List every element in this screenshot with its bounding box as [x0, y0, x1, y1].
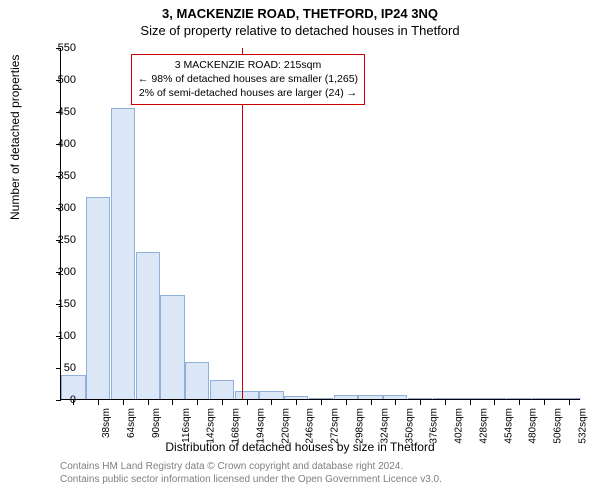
x-tick-label: 90sqm — [151, 408, 162, 438]
y-tick-label: 350 — [42, 170, 76, 182]
x-tick-label: 480sqm — [528, 408, 539, 444]
x-tick-mark — [445, 400, 446, 405]
y-tick-label: 300 — [42, 202, 76, 214]
chart-area: 38sqm64sqm90sqm116sqm142sqm168sqm194sqm2… — [60, 48, 580, 400]
footer-line-1: Contains HM Land Registry data © Crown c… — [60, 460, 442, 473]
histogram-bar — [383, 395, 407, 399]
histogram-bar — [358, 395, 382, 399]
annotation-line: ← 98% of detached houses are smaller (1,… — [138, 72, 358, 86]
x-tick-mark — [197, 400, 198, 405]
x-tick-label: 116sqm — [181, 408, 192, 443]
x-tick-mark — [420, 400, 421, 405]
x-tick-label: 532sqm — [577, 408, 588, 444]
histogram-bar — [482, 398, 506, 399]
y-tick-label: 100 — [42, 330, 76, 342]
x-axis-label: Distribution of detached houses by size … — [0, 440, 600, 454]
y-tick-label: 550 — [42, 42, 76, 54]
histogram-bar — [309, 398, 333, 399]
histogram-bar — [284, 396, 308, 399]
x-tick-mark — [371, 400, 372, 405]
histogram-bar — [457, 398, 481, 399]
y-tick-label: 150 — [42, 298, 76, 310]
histogram-bar — [185, 362, 209, 399]
histogram-bar — [86, 197, 110, 399]
annotation-box: 3 MACKENZIE ROAD: 215sqm← 98% of detache… — [131, 54, 365, 105]
histogram-bar — [210, 380, 234, 399]
histogram-bar — [556, 398, 580, 399]
x-tick-mark — [296, 400, 297, 405]
x-tick-mark — [395, 400, 396, 405]
histogram-bar — [408, 398, 432, 399]
annotation-line: 2% of semi-detached houses are larger (2… — [138, 86, 358, 100]
page-title: 3, MACKENZIE ROAD, THETFORD, IP24 3NQ — [0, 0, 600, 21]
annotation-line: 3 MACKENZIE ROAD: 215sqm — [138, 58, 358, 72]
plot-area: 38sqm64sqm90sqm116sqm142sqm168sqm194sqm2… — [60, 48, 580, 400]
x-tick-label: 454sqm — [503, 408, 514, 444]
x-tick-label: 428sqm — [478, 408, 489, 444]
y-tick-label: 0 — [42, 394, 76, 406]
x-tick-label: 506sqm — [553, 408, 564, 444]
x-tick-label: 272sqm — [330, 408, 341, 444]
x-tick-label: 38sqm — [101, 408, 112, 438]
x-tick-label: 142sqm — [206, 408, 217, 444]
histogram-bar — [532, 398, 556, 399]
page-subtitle: Size of property relative to detached ho… — [0, 21, 600, 38]
histogram-bar — [507, 398, 531, 399]
y-tick-label: 500 — [42, 74, 76, 86]
x-tick-mark — [470, 400, 471, 405]
x-tick-mark — [172, 400, 173, 405]
x-tick-label: 324sqm — [379, 408, 390, 444]
y-tick-label: 250 — [42, 234, 76, 246]
x-tick-label: 220sqm — [280, 408, 291, 444]
x-tick-mark — [148, 400, 149, 405]
x-tick-mark — [98, 400, 99, 405]
y-tick-label: 400 — [42, 138, 76, 150]
x-tick-label: 402sqm — [454, 408, 465, 444]
histogram-bar — [235, 391, 259, 399]
x-tick-label: 168sqm — [231, 408, 242, 444]
x-tick-mark — [346, 400, 347, 405]
x-tick-mark — [519, 400, 520, 405]
x-tick-mark — [123, 400, 124, 405]
x-tick-mark — [271, 400, 272, 405]
x-tick-mark — [544, 400, 545, 405]
x-tick-label: 376sqm — [429, 408, 440, 444]
y-axis-label: Number of detached properties — [8, 55, 22, 220]
x-tick-label: 194sqm — [256, 408, 267, 444]
footer-line-2: Contains public sector information licen… — [60, 473, 442, 486]
x-tick-mark — [569, 400, 570, 405]
x-tick-label: 298sqm — [355, 408, 366, 444]
x-tick-mark — [321, 400, 322, 405]
footer-attribution: Contains HM Land Registry data © Crown c… — [60, 460, 442, 486]
x-tick-mark — [247, 400, 248, 405]
histogram-bar — [136, 252, 160, 399]
y-tick-label: 450 — [42, 106, 76, 118]
x-tick-mark — [494, 400, 495, 405]
x-tick-mark — [222, 400, 223, 405]
y-tick-label: 200 — [42, 266, 76, 278]
histogram-bar — [259, 391, 283, 399]
histogram-bar — [111, 108, 135, 399]
y-tick-label: 50 — [42, 362, 76, 374]
histogram-bar — [433, 398, 457, 399]
x-tick-label: 64sqm — [126, 408, 137, 438]
histogram-bar — [334, 395, 358, 399]
histogram-bar — [160, 295, 184, 399]
x-tick-label: 246sqm — [305, 408, 316, 444]
chart-container: 3, MACKENZIE ROAD, THETFORD, IP24 3NQ Si… — [0, 0, 600, 500]
x-tick-label: 350sqm — [404, 408, 415, 444]
